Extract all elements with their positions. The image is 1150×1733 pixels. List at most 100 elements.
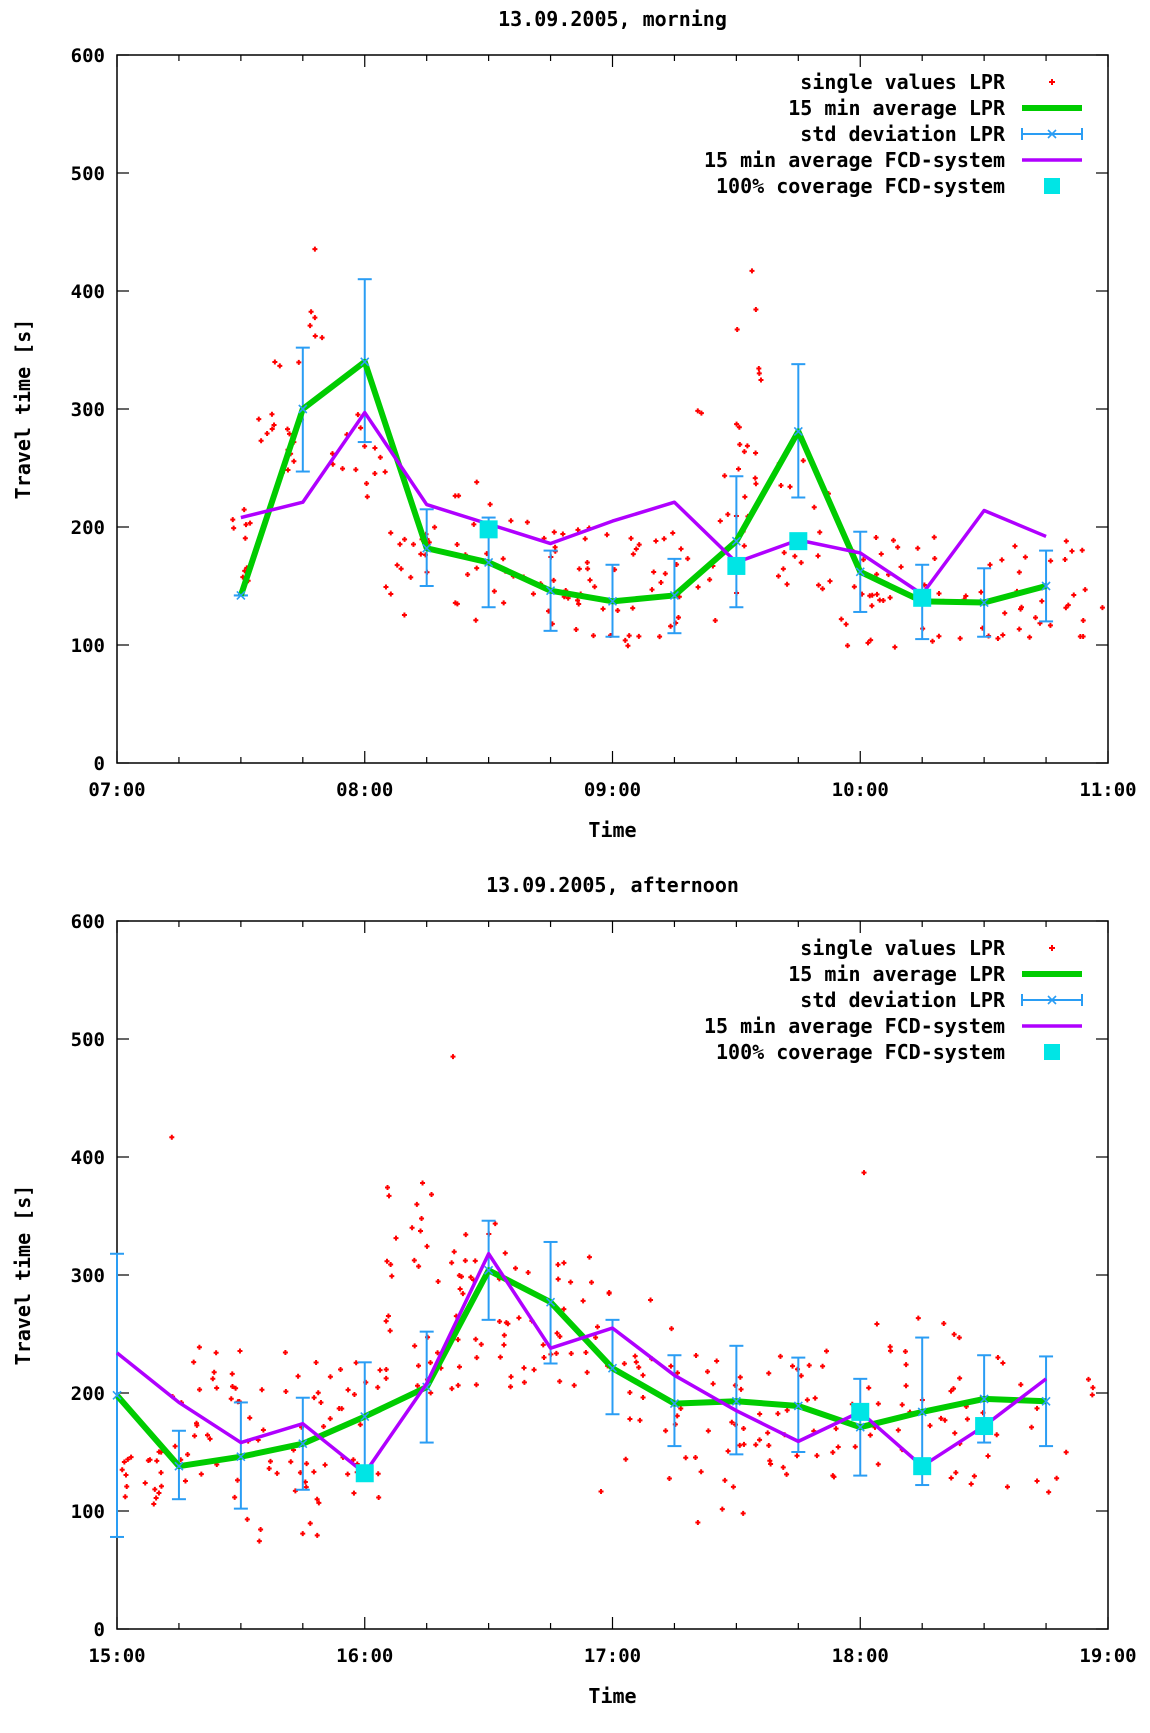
single-value-point [987,562,993,568]
single-value-point [685,556,691,562]
single-value-point [1090,1385,1096,1391]
single-value-point [419,1215,425,1221]
single-value-point [669,1326,675,1332]
single-value-point [675,615,681,621]
single-value-point [936,590,942,596]
single-value-point [640,1394,646,1400]
single-value-point [887,595,893,601]
single-value-point [604,532,610,538]
single-value-point [798,1373,804,1379]
single-value-point [414,1201,420,1207]
single-value-point [382,469,388,475]
single-value-point [765,1430,771,1436]
single-value-point [420,1180,426,1186]
std-dev-mean-mark [112,1390,122,1400]
single-value-point [468,1274,474,1280]
coverage-marker [975,1417,994,1436]
single-value-point [353,467,359,473]
single-value-point [327,1374,333,1380]
single-value-point [350,1457,356,1463]
single-value-point [824,1348,830,1354]
single-value-point [698,1469,704,1475]
std-dev-mean-mark [298,1439,308,1449]
single-value-point [953,1470,959,1476]
single-value-point [674,1370,680,1376]
single-value-point [861,1170,867,1176]
single-value-point [473,617,479,623]
legend-label: single values LPR [800,936,1006,960]
single-value-point [968,1481,974,1487]
single-value-point [128,1454,134,1460]
single-value-point [632,1353,638,1359]
single-value-point [307,323,313,329]
y-tick-label: 0 [94,1619,105,1641]
single-value-point [330,461,336,467]
std-dev-mean-mark [1041,1396,1051,1406]
single-value-point [229,1371,235,1377]
single-value-point [358,425,364,431]
single-value-point [780,566,786,572]
single-value-point [636,633,642,639]
coverage-marker [727,556,746,575]
single-value-point [122,1494,128,1500]
single-value-point [340,466,346,472]
single-value-point [1063,538,1069,544]
single-value-point [589,1279,595,1285]
single-value-point [551,529,557,535]
std-dev-mean-mark [607,596,618,606]
single-value-point [661,536,667,542]
y-tick-label: 200 [71,517,105,539]
single-value-point [707,577,713,583]
single-value-point [995,636,1001,642]
single-value-point [553,1350,559,1356]
single-value-point [355,412,361,418]
x-tick-label: 07:00 [88,779,145,801]
single-value-point [780,1464,786,1470]
single-value-point [1000,632,1006,638]
single-value-point [375,1471,381,1477]
single-value-point [561,1306,567,1312]
single-value-point [741,1426,747,1432]
single-value-point [295,1373,301,1379]
std-dev-mean-mark [360,357,370,367]
single-value-point [508,518,514,524]
single-value-point [449,1386,455,1392]
single-value-point [580,1298,586,1304]
single-value-point [508,1374,514,1380]
single-value-point [952,1430,958,1436]
legend-swatch-single-values [1049,945,1055,951]
single-value-point [833,1426,839,1432]
single-value-point [256,1538,262,1544]
single-value-point [595,1324,601,1330]
single-value-point [582,536,588,542]
legend-swatch-coverage [1044,1044,1060,1060]
single-value-point [867,593,873,599]
single-value-point [963,593,969,599]
single-value-point [258,1526,264,1532]
single-value-point [950,1386,956,1392]
single-value-point [1039,598,1045,604]
single-value-point [311,1395,317,1401]
single-value-point [749,268,755,274]
single-value-point [866,1385,872,1391]
single-value-point [123,1472,129,1478]
single-value-point [1082,587,1088,593]
single-value-point [455,1337,461,1343]
single-value-point [345,1471,351,1477]
single-value-point [287,431,292,437]
single-value-point [376,1494,382,1500]
single-value-point [890,537,896,543]
single-value-point [1034,1405,1040,1411]
single-value-point [385,1185,391,1191]
single-value-point [628,535,634,541]
single-value-point [125,1456,131,1462]
single-value-point [658,579,664,585]
single-value-point [627,1416,633,1422]
single-value-point [435,1350,441,1356]
single-value-point [455,1382,461,1388]
single-value-point [551,577,557,583]
single-value-point [915,545,921,551]
single-value-point [321,1423,327,1429]
single-value-point [497,1319,503,1325]
single-value-point [778,483,784,489]
